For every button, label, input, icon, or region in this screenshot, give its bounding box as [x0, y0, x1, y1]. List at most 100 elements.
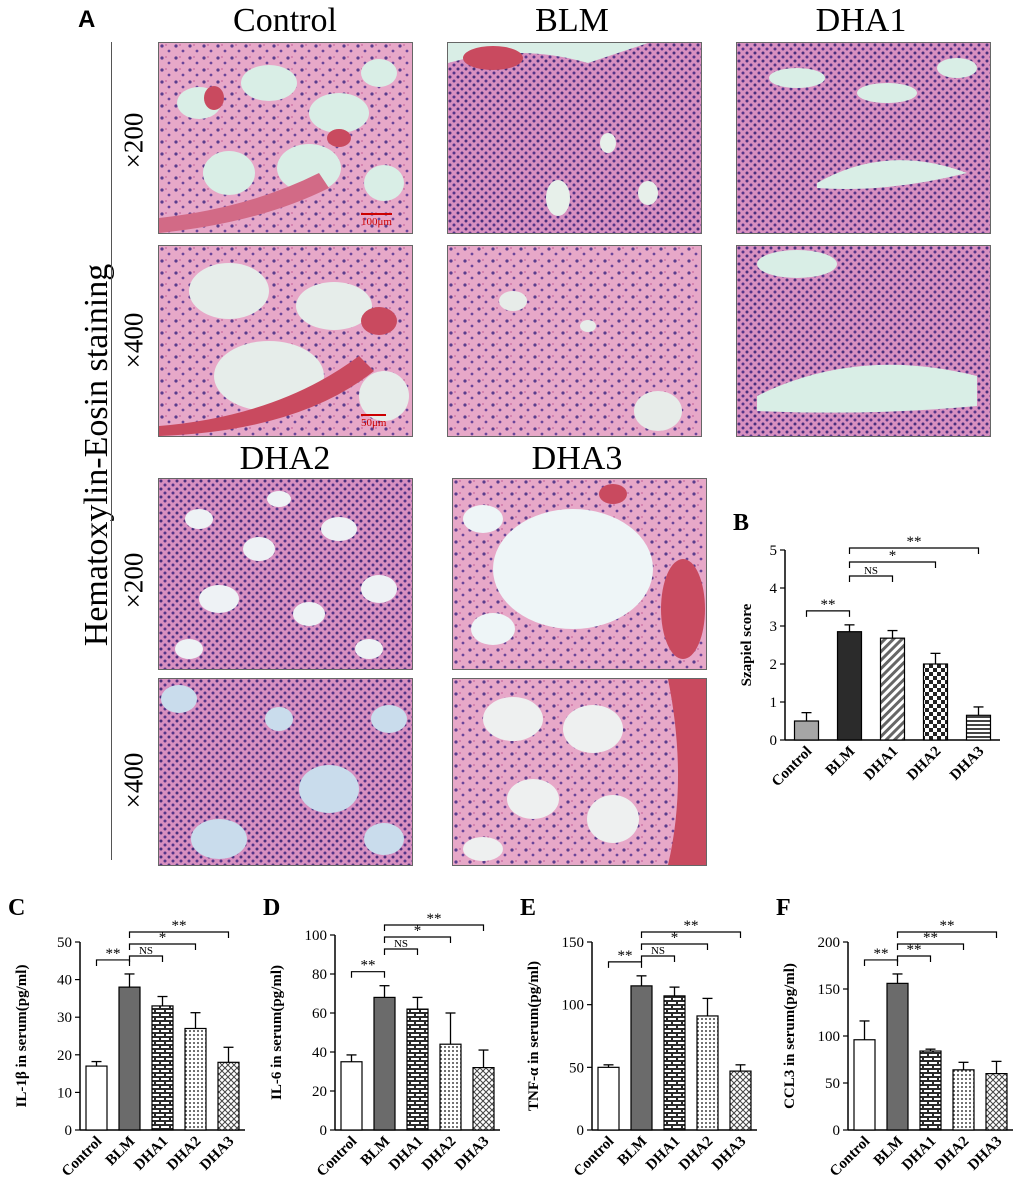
significance-bracket: [848, 575, 894, 582]
x-tick-label: DHA3: [709, 1134, 749, 1174]
bar-dha1: [406, 1008, 429, 1131]
y-tick-label: 3: [770, 619, 778, 635]
micrograph-dha2-200: [158, 478, 413, 670]
panel-letter-f: F: [776, 895, 791, 921]
significance-label: **: [684, 918, 699, 934]
significance-label: NS: [394, 938, 408, 950]
significance-bracket: [383, 936, 452, 943]
significance-bracket: [128, 931, 230, 938]
y-tick-label: 0: [65, 1123, 73, 1139]
y-tick-label: 5: [770, 543, 778, 559]
panel-letter-a: A: [78, 6, 96, 33]
significance-label: **: [821, 597, 836, 613]
significance-label: **: [923, 930, 938, 946]
significance-label: NS: [139, 945, 153, 957]
significance-label: **: [106, 946, 121, 962]
chart-c-il1b: C 0 10 20 30 40 50 IL-1β in serum(pg/ml) Control…: [8, 895, 245, 1180]
x-tick-label: BLM: [823, 744, 858, 779]
x-tick-label: DHA1: [899, 1134, 939, 1174]
significance-bracket: [383, 924, 485, 931]
scale-bar-50um: 50μm: [361, 414, 387, 429]
significance-bracket: [350, 971, 386, 978]
bar-dha3: [965, 714, 992, 741]
significance-label: **: [874, 946, 889, 962]
bar-dha2: [439, 1043, 462, 1131]
column-title-dha2: DHA2: [239, 440, 331, 477]
y-axis-label: Szapiel score: [739, 603, 755, 686]
y-tick-label: 10: [57, 1085, 72, 1101]
bar-control: [793, 720, 820, 741]
bar-dha1: [151, 1005, 174, 1131]
magnification-label-400-bottom: ×400: [118, 752, 149, 809]
x-tick-label: DHA2: [164, 1134, 204, 1174]
column-title-dha3: DHA3: [531, 440, 623, 477]
significance-label: **: [907, 534, 922, 550]
bar-blm: [118, 986, 141, 1131]
x-tick-label: Control: [769, 744, 815, 790]
x-tick-label: Control: [571, 1134, 617, 1180]
bar-dha1: [663, 995, 686, 1131]
y-tick-label: 100: [562, 998, 585, 1014]
significance-bracket: [95, 959, 131, 966]
x-tick-label: DHA3: [452, 1134, 492, 1174]
panel-letter-c: C: [8, 895, 25, 921]
significance-bracket: [640, 955, 676, 962]
significance-label: **: [427, 911, 442, 927]
y-tick-label: 2: [770, 657, 778, 673]
significance-label: **: [618, 948, 633, 964]
x-tick-label: Control: [827, 1134, 873, 1180]
bar-dha2: [696, 1015, 719, 1131]
significance-bracket: [848, 561, 937, 568]
y-tick-label: 80: [312, 967, 327, 983]
y-tick-label: 200: [818, 935, 841, 951]
x-tick-label: DHA1: [861, 744, 901, 784]
micrograph-control-400: [158, 245, 413, 437]
y-tick-label: 150: [562, 935, 585, 951]
bar-dha1: [919, 1050, 942, 1131]
x-tick-label: DHA1: [386, 1134, 426, 1174]
micrograph-control-200: [158, 42, 413, 234]
micrograph-blm-400: [447, 245, 702, 437]
x-tick-label: DHA2: [676, 1134, 716, 1174]
bar-dha2: [922, 663, 949, 741]
significance-label: NS: [864, 565, 878, 577]
column-title-control: Control: [233, 2, 337, 39]
significance-bracket: [863, 959, 899, 966]
significance-label: NS: [651, 945, 665, 957]
y-tick-label: 50: [569, 1060, 584, 1076]
significance-bracket: [896, 943, 965, 950]
y-tick-label: 4: [770, 581, 778, 597]
bar-blm: [373, 996, 396, 1131]
y-axis-label: IL-6 in serum(pg/ml): [269, 965, 285, 1100]
significance-bracket: [640, 943, 709, 950]
magnification-label-200-bottom: ×200: [118, 552, 149, 609]
y-tick-label: 100: [305, 928, 328, 944]
bar-dha2: [184, 1027, 207, 1131]
y-tick-label: 0: [577, 1123, 585, 1139]
y-tick-label: 50: [57, 935, 72, 951]
y-tick-label: 40: [312, 1045, 327, 1061]
bar-control: [340, 1061, 363, 1131]
significance-bracket: [848, 547, 980, 554]
bar-dha3: [472, 1067, 495, 1131]
bar-control: [853, 1039, 876, 1131]
significance-label: *: [671, 930, 679, 946]
y-axis-label: CCL3 in serum(pg/ml): [782, 963, 798, 1109]
significance-bracket: [896, 931, 998, 938]
y-tick-label: 100: [818, 1029, 841, 1045]
x-tick-label: DHA3: [197, 1134, 237, 1174]
scale-bar-100um: 100μm: [361, 213, 392, 228]
y-tick-label: 20: [312, 1084, 327, 1100]
significance-label: **: [940, 918, 955, 934]
micrograph-dha3-400: [452, 678, 707, 866]
significance-bracket: [128, 943, 197, 950]
bar-control: [597, 1066, 620, 1131]
significance-bracket: [640, 931, 742, 938]
y-tick-label: 1: [770, 695, 778, 711]
x-tick-label: Control: [59, 1134, 105, 1180]
significance-label: *: [889, 548, 897, 564]
chart-b-szapiel-score: B 0 1 2 3 4 5 Szapiel score Control BLM DHA1 DHA2 DH…: [733, 510, 1000, 790]
significance-label: *: [159, 930, 167, 946]
significance-label: **: [172, 918, 187, 934]
y-tick-label: 20: [57, 1048, 72, 1064]
